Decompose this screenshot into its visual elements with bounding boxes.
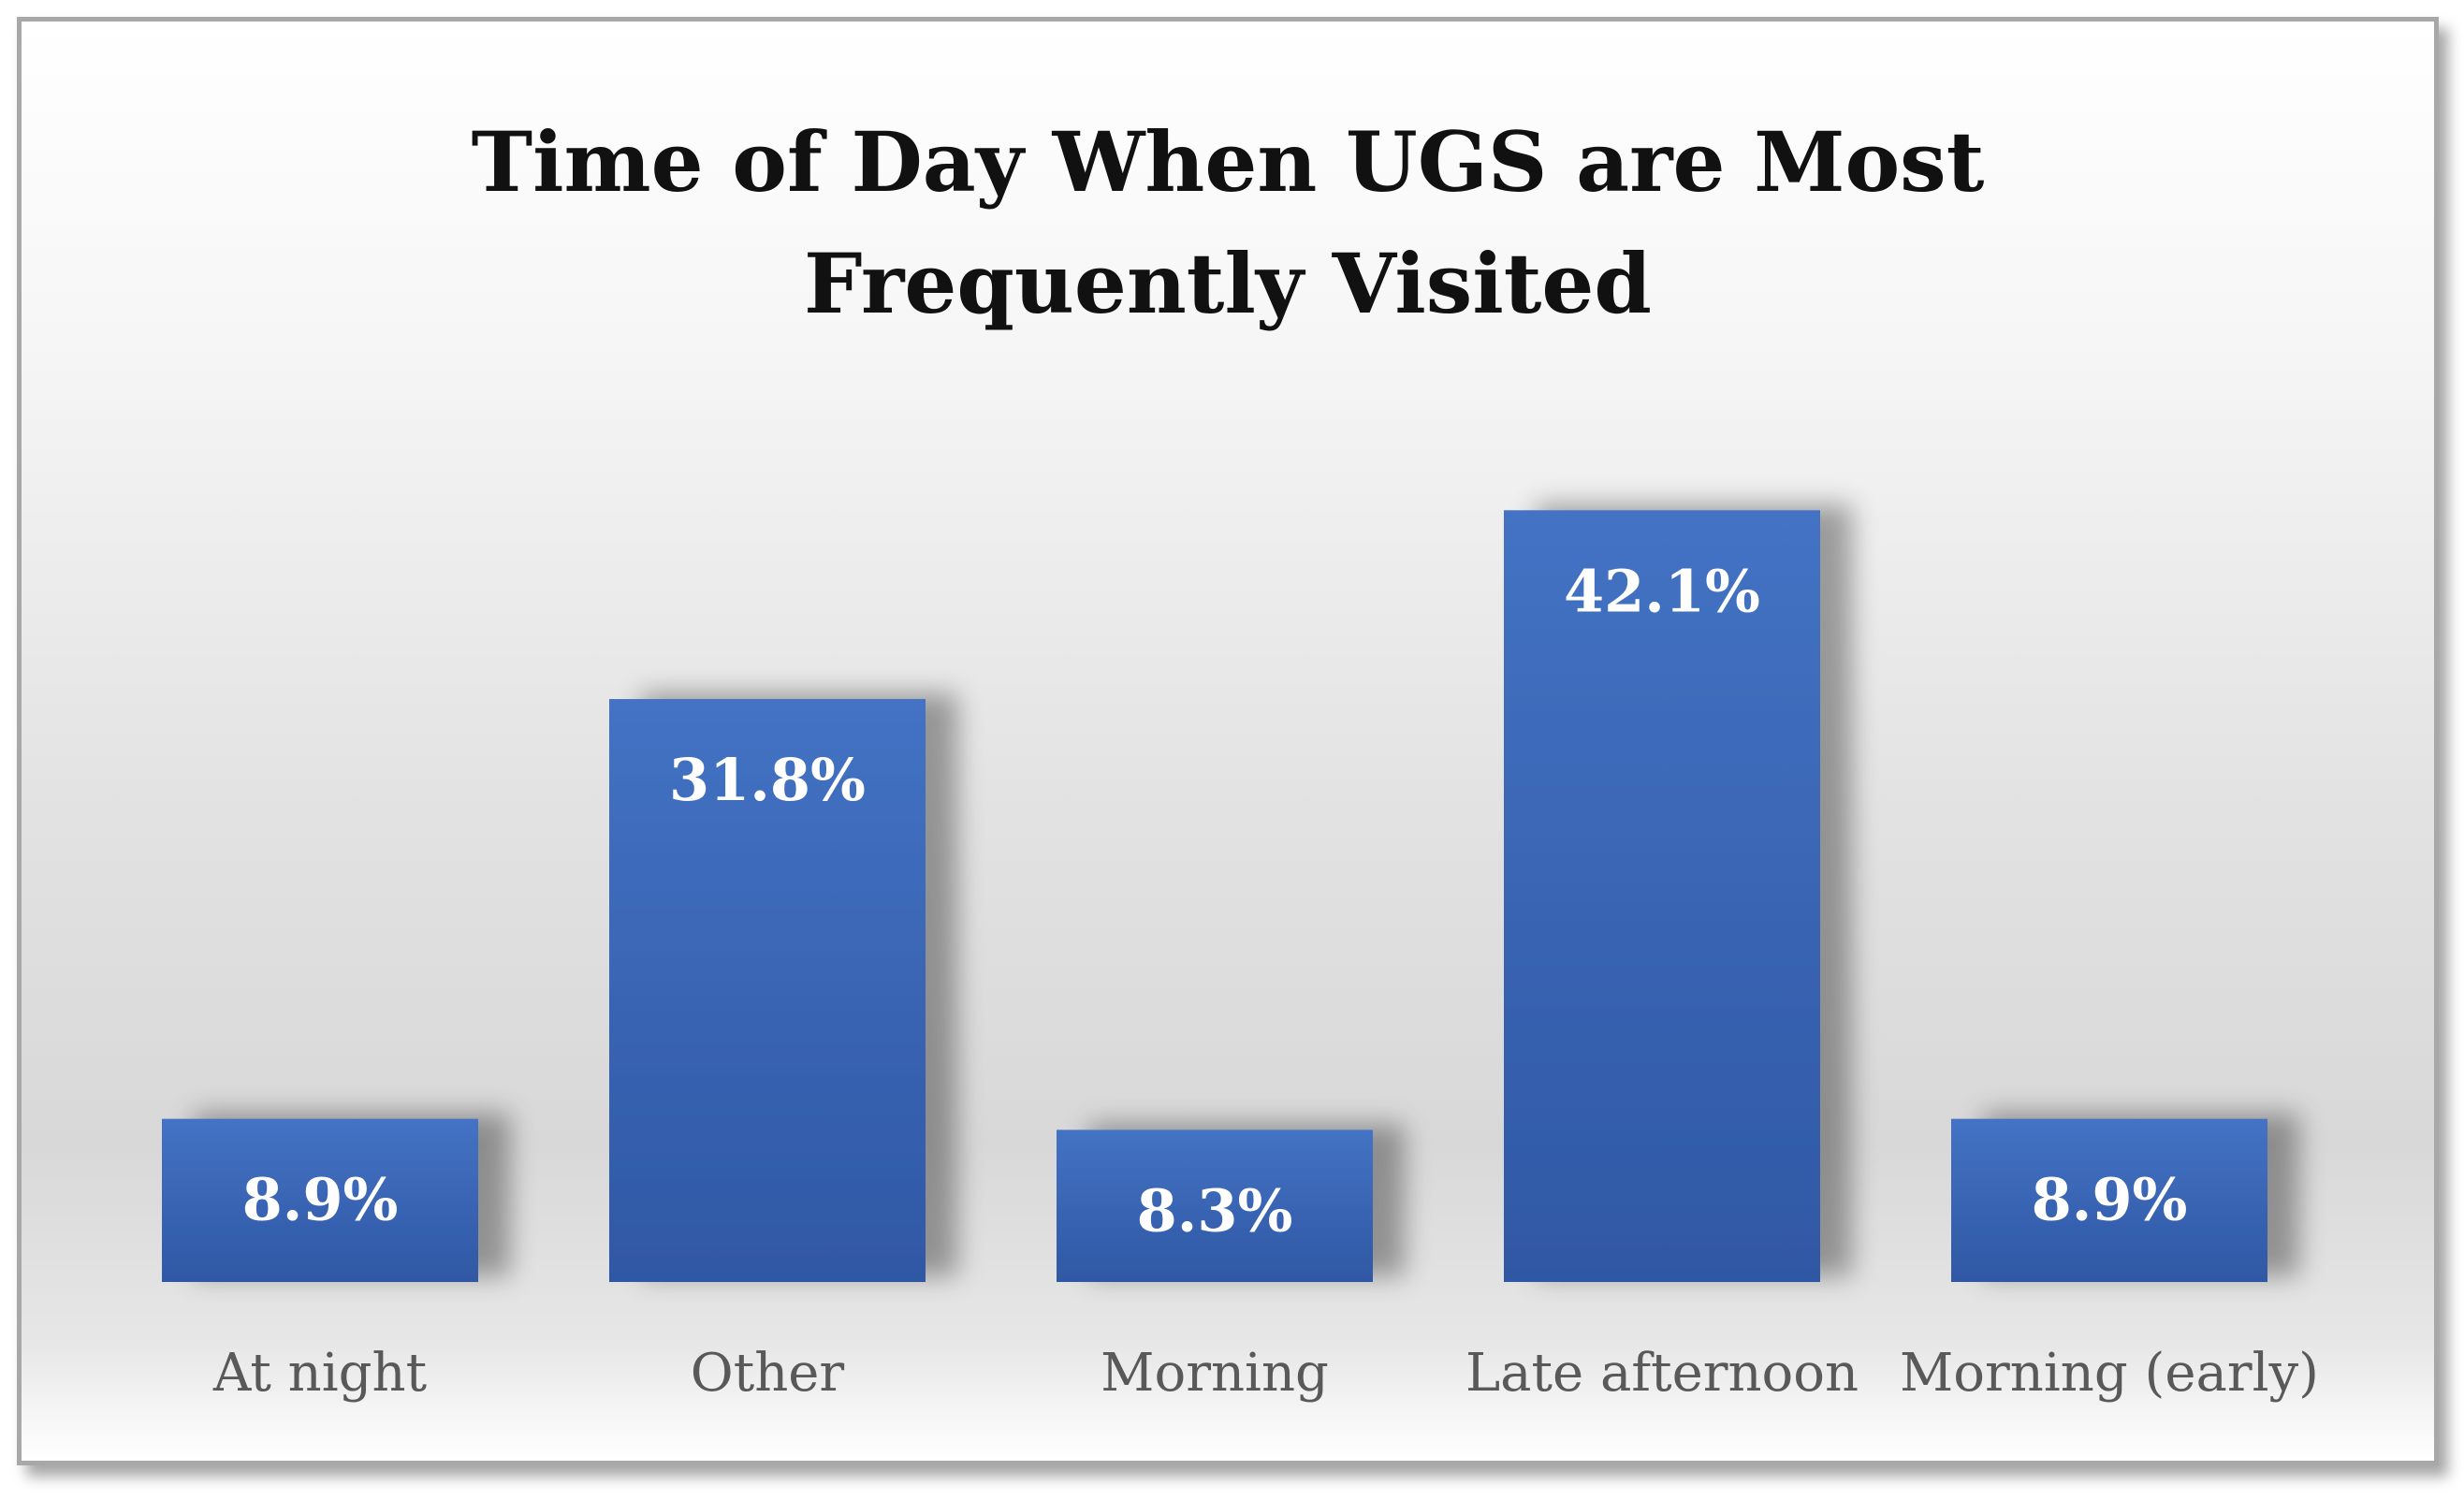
category-label-3: Late afternoon	[1465, 1343, 1859, 1404]
category-label-2: Morning	[1101, 1343, 1329, 1404]
chart-frame: Time of Day When UGS are Most Frequently…	[17, 17, 2439, 1465]
bar-0	[162, 1118, 478, 1282]
bar-3	[1504, 510, 1820, 1282]
category-label-4: Morning (early)	[1900, 1343, 2319, 1404]
bars-group	[162, 510, 2267, 1282]
category-label-1: Other	[691, 1343, 845, 1404]
bar-4	[1951, 1118, 2267, 1282]
value-label-4: 8.9%	[2032, 1166, 2188, 1234]
chart-title-line-2: Frequently Visited	[804, 235, 1652, 332]
bar-1	[609, 699, 926, 1282]
chart-title-line-1: Time of Day When UGS are Most	[471, 113, 1985, 211]
value-label-1: 31.8%	[669, 746, 866, 814]
chart-title: Time of Day When UGS are Most Frequently…	[22, 101, 2434, 344]
bar-chart-plot: 8.9% 31.8% 8.3% 42.1% 8.9% At night Other Morn…	[162, 510, 2319, 1404]
category-label-0: At night	[212, 1343, 428, 1404]
value-label-3: 42.1%	[1564, 557, 1760, 625]
bar-2	[1057, 1129, 1373, 1282]
category-labels-group: At night Other Morning Late afternoon Mornin…	[212, 1343, 2319, 1404]
value-label-0: 8.9%	[242, 1166, 399, 1234]
value-label-2: 8.3%	[1137, 1176, 1293, 1245]
value-labels-group: 8.9% 31.8% 8.3% 42.1% 8.9%	[242, 557, 2188, 1245]
